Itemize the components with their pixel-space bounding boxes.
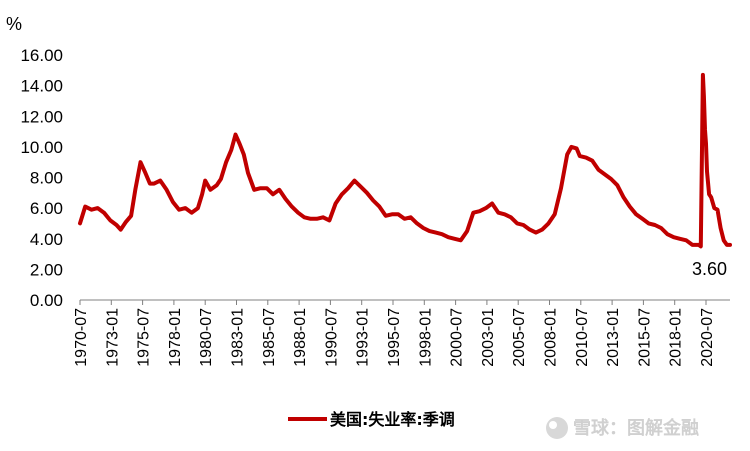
x-tick-label: 1993-01 xyxy=(355,308,372,367)
y-tick-label: 16.00 xyxy=(20,46,63,65)
x-tick-label: 1990-07 xyxy=(323,308,340,367)
y-tick-label: 8.00 xyxy=(30,169,63,188)
x-tick-label: 1978-01 xyxy=(167,308,184,367)
y-tick-label: 4.00 xyxy=(30,230,63,249)
y-tick-label: 12.00 xyxy=(20,107,63,126)
last-value-label: 3.60 xyxy=(692,259,727,279)
x-tick-label: 2013-01 xyxy=(605,308,622,367)
y-axis-ticks: 0.00 2.00 4.00 6.00 8.00 10.00 12.00 14.00 16.00 xyxy=(20,46,63,310)
y-tick-label: 10.00 xyxy=(20,138,63,157)
x-tick-label: 2005-07 xyxy=(511,308,528,367)
x-tick-label: 2000-07 xyxy=(449,308,466,367)
unemployment-rate-line xyxy=(78,72,732,249)
x-tick-label: 1973-01 xyxy=(104,308,121,367)
x-tick-label: 1980-07 xyxy=(198,308,215,367)
y-tick-label: 14.00 xyxy=(20,77,63,96)
watermark-text: 雪球：图解金融 xyxy=(573,417,699,439)
y-tick-label: 6.00 xyxy=(30,199,63,218)
x-tick-label: 2018-01 xyxy=(668,308,685,367)
legend-label: 美国:失业率:季调 xyxy=(330,410,455,429)
y-tick-label: 2.00 xyxy=(30,260,63,279)
x-tick-label: 1985-07 xyxy=(261,308,278,367)
x-tick-label: 1970-07 xyxy=(73,308,90,367)
x-tick-label: 1988-01 xyxy=(292,308,309,367)
y-axis-unit-label: % xyxy=(6,14,22,34)
legend: 美国:失业率:季调 xyxy=(288,410,455,429)
x-axis-ticks: 1970-07 1973-01 1975-07 1978-01 1980-07 1983-… xyxy=(73,300,716,367)
x-tick-label: 1983-01 xyxy=(230,308,247,367)
x-tick-label: 1975-07 xyxy=(136,308,153,367)
x-tick-label: 2008-01 xyxy=(543,308,560,367)
watermark: 雪球：图解金融 xyxy=(546,417,699,439)
snowball-logo-icon xyxy=(546,417,568,439)
x-tick-label: 1998-01 xyxy=(417,308,434,367)
x-tick-label: 2010-07 xyxy=(574,308,591,367)
x-tick-label: 1995-07 xyxy=(386,308,403,367)
x-tick-label: 2003-01 xyxy=(480,308,497,367)
x-tick-label: 2020-07 xyxy=(699,308,716,367)
y-tick-label: 0.00 xyxy=(30,291,63,310)
x-tick-label: 2015-07 xyxy=(636,308,653,367)
